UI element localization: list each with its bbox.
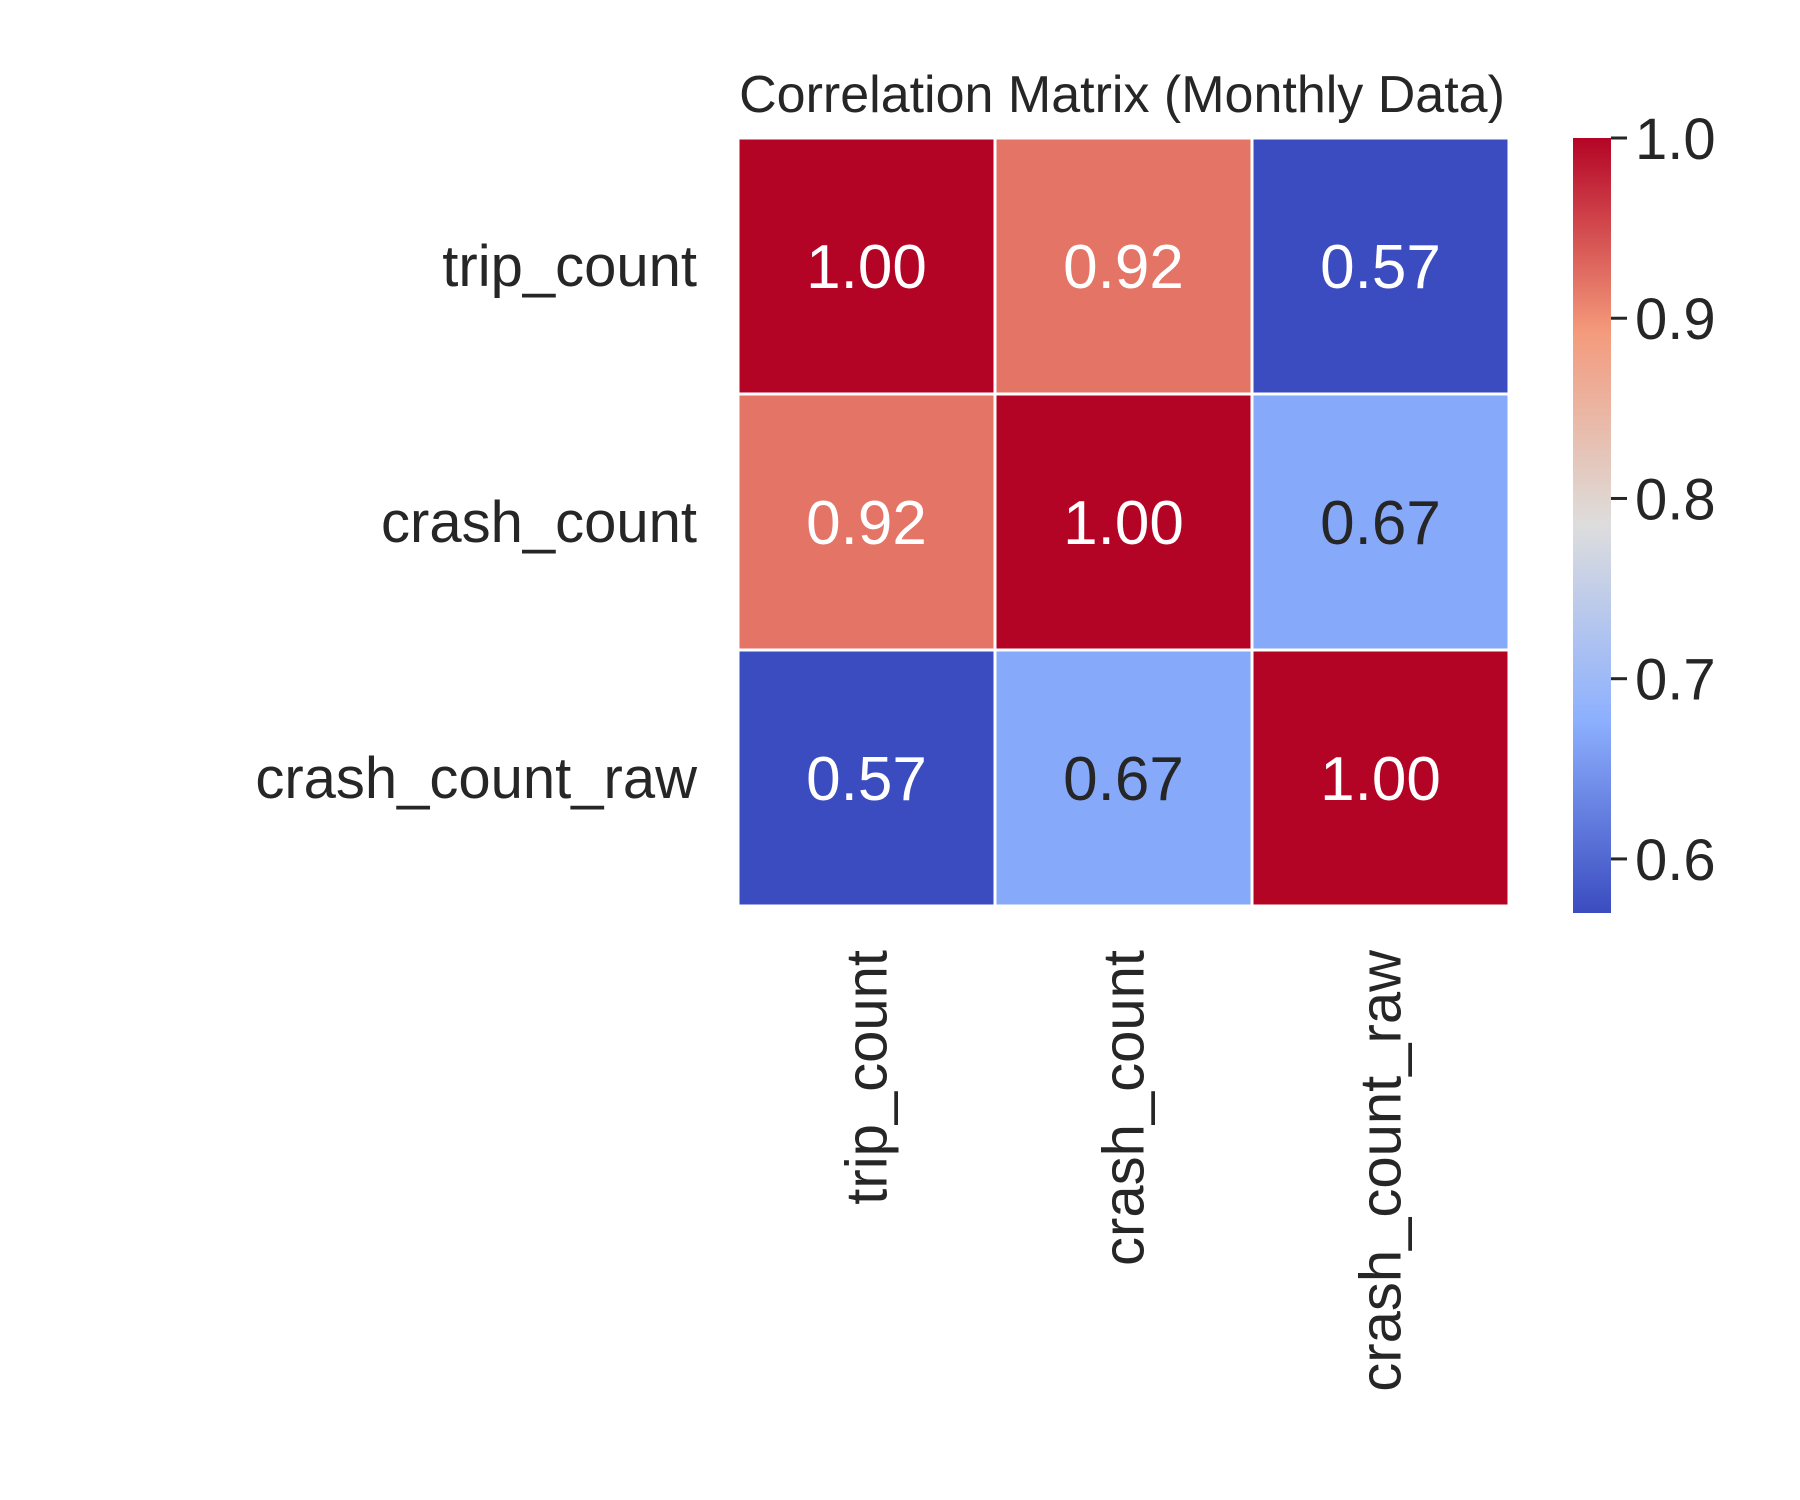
- row-label: crash_count: [381, 490, 697, 555]
- column-labels: trip_count crash_count crash_count_raw: [835, 949, 1414, 1392]
- cell-value-label: 0.92: [1063, 233, 1184, 302]
- cell-value-label: 0.67: [1063, 745, 1184, 814]
- heatmap-cell: [1250, 648, 1511, 908]
- cell-value-label: 0.57: [1320, 233, 1441, 302]
- column-label: crash_count_raw: [1349, 949, 1414, 1392]
- heatmap-cell: [993, 136, 1254, 396]
- cell-value-label: 1.00: [806, 233, 927, 302]
- heatmap-cells: 1.00 0.92 0.57 0.92 1.00 0.67 0.57 0.67 1.00: [736, 136, 1511, 908]
- heatmap-cell: [736, 392, 997, 652]
- row-label: crash_count_raw: [255, 746, 698, 811]
- heatmap-cell: [993, 648, 1254, 908]
- colorbar-tick-label: 0.8: [1635, 467, 1716, 532]
- heatmap-cell: [736, 648, 997, 908]
- colorbar-tick-label: 0.9: [1635, 287, 1716, 352]
- cell-value-label: 1.00: [1063, 489, 1184, 558]
- cell-value-label: 0.67: [1320, 489, 1441, 558]
- cell-value-label: 0.57: [806, 745, 927, 814]
- colorbar-tick-label: 0.7: [1635, 648, 1716, 713]
- heatmap-cell: [1250, 392, 1511, 652]
- heatmap-cell: [993, 392, 1254, 652]
- heatmap-cell: [736, 136, 997, 396]
- cell-value-label: 1.00: [1320, 745, 1441, 814]
- row-labels: trip_count crash_count crash_count_raw: [255, 234, 698, 811]
- heatmap-cell: [1250, 136, 1511, 396]
- colorbar: [1573, 138, 1611, 913]
- colorbar-tick-label: 0.6: [1635, 828, 1716, 893]
- row-label: trip_count: [442, 234, 697, 299]
- colorbar-ticks: 0.6 0.7 0.8 0.9 1.0: [1611, 107, 1716, 893]
- cell-value-label: 0.92: [806, 489, 927, 558]
- column-label: crash_count: [1092, 950, 1157, 1266]
- column-label: trip_count: [835, 950, 900, 1205]
- colorbar-tick-label: 1.0: [1635, 107, 1716, 172]
- chart-title: Correlation Matrix (Monthly Data): [739, 66, 1505, 124]
